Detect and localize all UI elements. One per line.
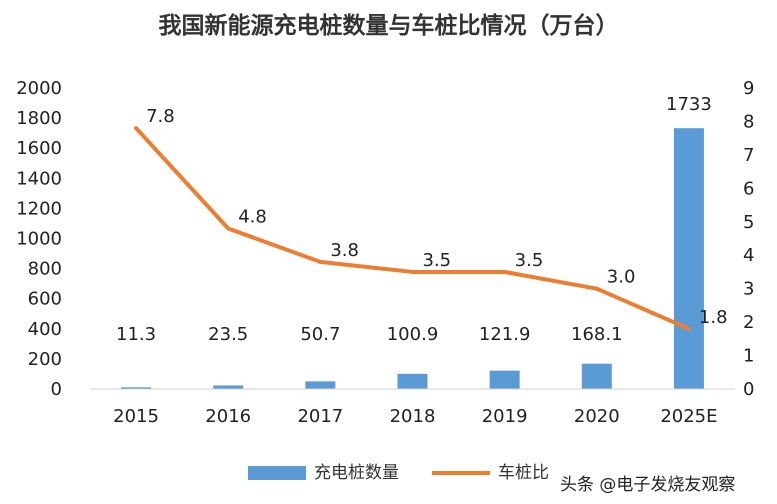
- y-left-tick-label: 0: [51, 379, 62, 400]
- bar-data-label: 11.3: [116, 324, 156, 345]
- legend-label-bars: 充电桩数量: [314, 463, 399, 483]
- y-right-tick-label: 3: [743, 279, 754, 300]
- line-point: [502, 269, 507, 274]
- x-tick-label: 2018: [390, 406, 436, 427]
- y-left-tick-label: 1600: [16, 138, 62, 159]
- legend-swatch-line: [432, 471, 490, 475]
- line-data-label: 7.8: [146, 106, 175, 127]
- bar-data-label: 1733: [666, 94, 712, 115]
- x-tick-label: 2019: [482, 406, 528, 427]
- line-data-label: 4.8: [238, 206, 267, 227]
- bar: [581, 363, 612, 389]
- y-right-tick-label: 1: [743, 346, 754, 367]
- line-data-label: 3.8: [330, 240, 359, 261]
- y-right-tick-label: 0: [743, 379, 754, 400]
- line-point: [686, 326, 691, 331]
- x-tick-label: 2025E: [660, 406, 717, 427]
- x-tick-label: 2015: [113, 406, 159, 427]
- legend-swatch-bars: [248, 466, 306, 480]
- y-right-tick-label: 5: [743, 212, 754, 233]
- line-series-ratio: [134, 126, 690, 331]
- bar-data-label: 50.7: [300, 324, 340, 345]
- legend-item-line: 车桩比: [432, 458, 549, 483]
- y-left-tick-label: 400: [28, 319, 62, 340]
- y-left-tick-label: 1000: [16, 229, 62, 250]
- line-point: [594, 286, 599, 291]
- y-right-tick-label: 2: [743, 312, 754, 333]
- chart-title: 我国新能源充电桩数量与车桩比情况（万台）: [158, 13, 619, 39]
- y-left-tick-label: 1200: [16, 198, 62, 219]
- y-left-tick-label: 1800: [16, 108, 62, 129]
- bar-data-label: 121.9: [479, 324, 531, 345]
- line-point: [410, 269, 415, 274]
- bar: [489, 370, 520, 389]
- y-left-tick-label: 200: [28, 349, 62, 370]
- line-point: [318, 259, 323, 264]
- y-left-tick-label: 2000: [16, 78, 62, 99]
- legend-label-line: 车桩比: [498, 463, 549, 483]
- bar: [673, 128, 704, 389]
- y-right-tick-label: 6: [743, 178, 754, 199]
- bar: [213, 385, 244, 389]
- y-right-tick-label: 4: [743, 245, 754, 266]
- legend-item-bars: 充电桩数量: [248, 458, 399, 483]
- bar: [305, 381, 336, 389]
- line-data-label: 3.0: [607, 267, 636, 288]
- line-point: [134, 126, 139, 131]
- bar-data-label: 100.9: [387, 324, 439, 345]
- line-data-label: 3.5: [515, 250, 544, 271]
- line-point: [226, 226, 231, 231]
- watermark: 头条 @电子发烧友观察: [560, 475, 736, 495]
- y-left-tick-label: 1400: [16, 168, 62, 189]
- x-tick-label: 2020: [574, 406, 620, 427]
- bar-data-label: 168.1: [571, 324, 623, 345]
- bar: [121, 387, 152, 389]
- line-data-label: 1.8: [699, 307, 728, 328]
- bar-data-label: 23.5: [208, 324, 248, 345]
- y-right-tick-label: 7: [743, 145, 754, 166]
- x-tick-label: 2016: [205, 406, 251, 427]
- y-left-tick-label: 600: [28, 289, 62, 310]
- y-right-tick-label: 9: [743, 78, 754, 99]
- x-tick-label: 2017: [297, 406, 343, 427]
- y-right-tick-label: 8: [743, 111, 754, 132]
- bar: [397, 373, 428, 389]
- line-data-label: 3.5: [423, 250, 452, 271]
- y-left-tick-label: 800: [28, 259, 62, 280]
